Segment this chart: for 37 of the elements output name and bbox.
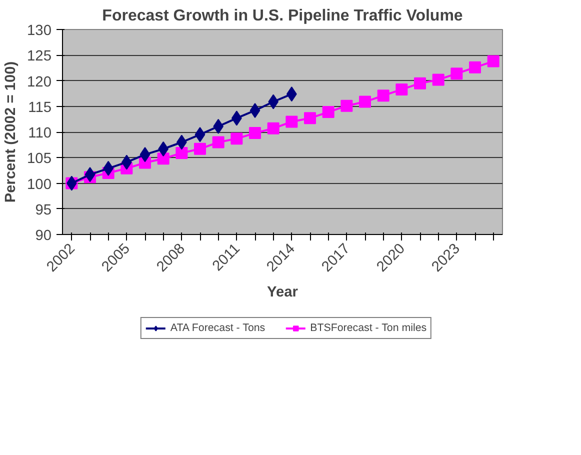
point [340,100,353,112]
y-tick-label: 90 [35,228,52,244]
chart-title: Forecast Growth in U.S. Pipeline Traffic Volume [102,8,463,24]
x-axis-title: Year [267,284,298,300]
point [304,112,316,124]
point [487,55,500,68]
point [267,122,280,134]
y-tick-label: 115 [28,100,52,116]
point [176,147,188,160]
point [450,68,463,80]
y-tick-label: 105 [27,151,52,168]
point [414,77,426,90]
y-tick-label: 125 [27,48,52,65]
y-tick-label: 130 [27,23,52,39]
legend-label: ATA Forecast - Tons [170,322,266,334]
point [140,147,150,162]
point [249,127,261,140]
legend-label: BTSForecast - Ton miles [310,322,427,334]
point [432,74,444,86]
y-tick-label: 110 [28,126,52,142]
y-tick-label: 100 [27,176,52,193]
point [469,61,481,74]
point [286,116,298,128]
y-tick-label: 120 [27,74,52,90]
point [359,96,371,108]
point [84,167,96,182]
y-tick-label: 95 [35,202,52,218]
point [396,83,408,96]
point [194,127,206,142]
point [194,142,206,155]
y-axis-title: Percent (2002 = 100) [3,61,20,203]
point [322,106,334,118]
point [157,152,170,165]
point [377,90,390,102]
point [230,132,243,145]
point [250,102,260,118]
point [212,136,224,148]
